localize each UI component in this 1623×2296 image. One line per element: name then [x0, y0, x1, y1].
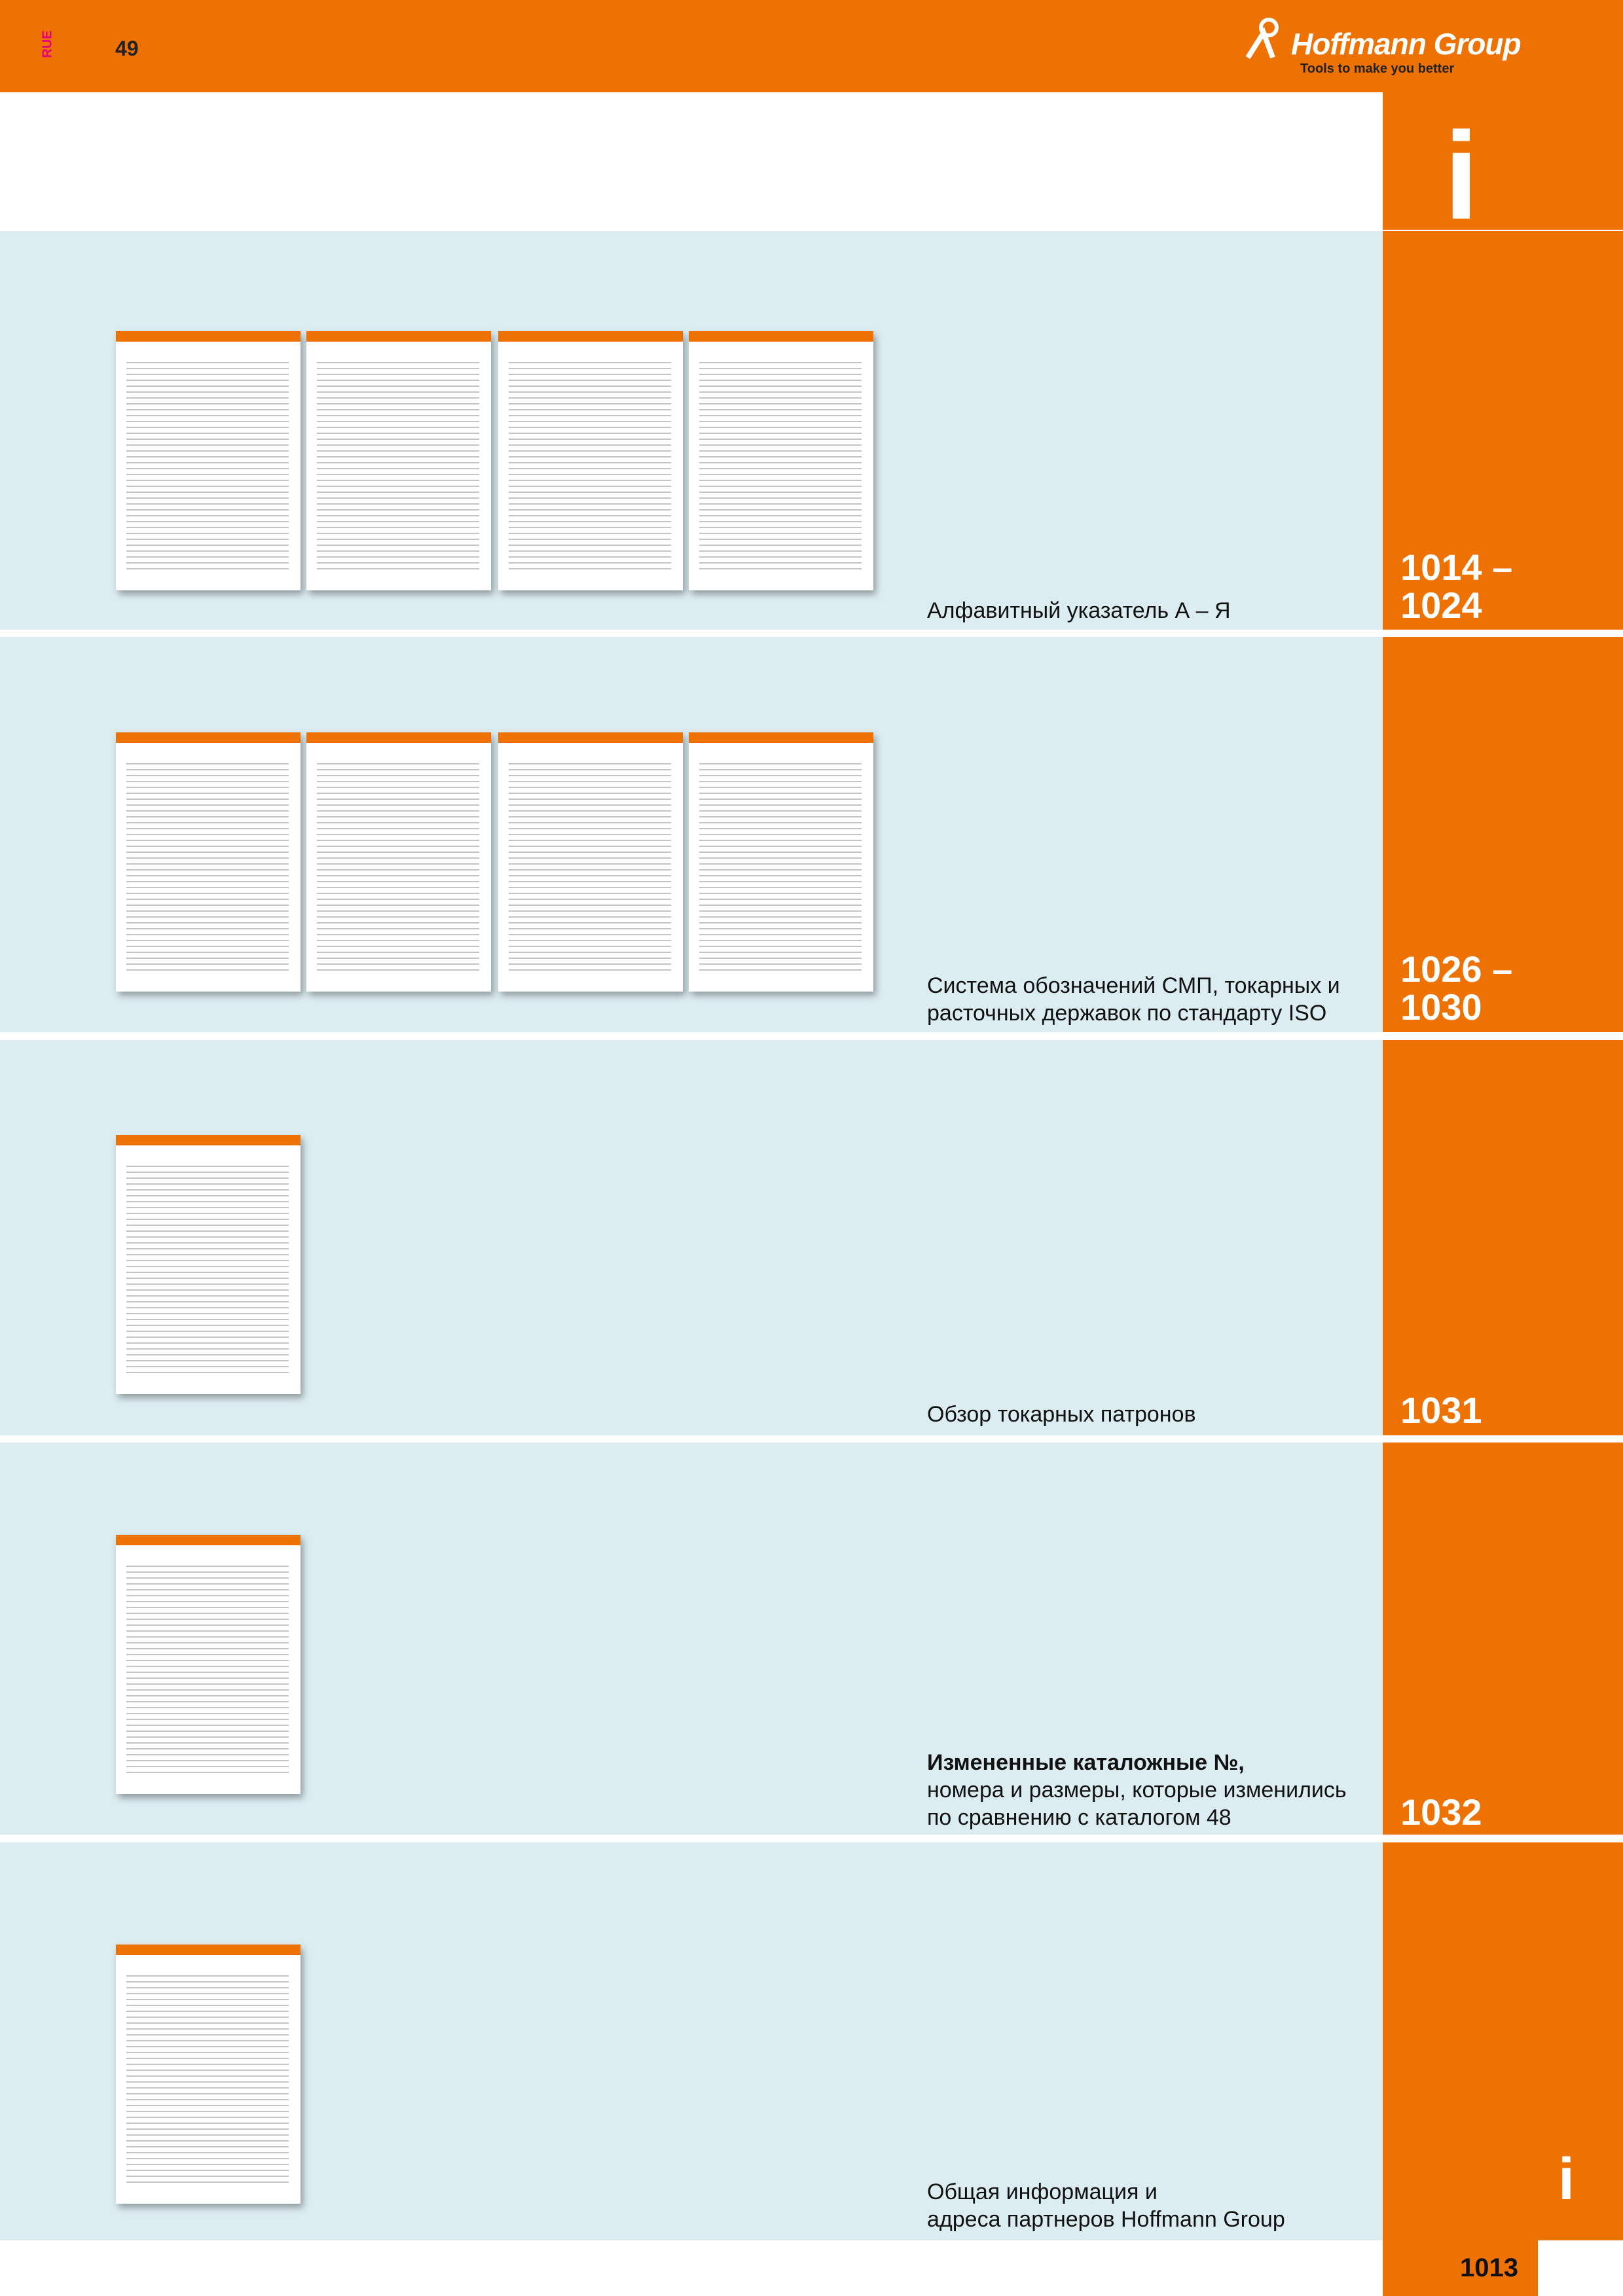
tagline: Tools to make you better — [1300, 62, 1455, 76]
tab-icon: i — [1444, 107, 1479, 245]
page-thumbnail — [498, 732, 683, 992]
tab — [1383, 1842, 1623, 2240]
tab — [1383, 231, 1623, 630]
section-heading: Измененные каталожные №, — [927, 1750, 1245, 1775]
page-ref: 1032 — [1400, 1791, 1482, 1833]
brand: Hoffmann Group — [1291, 27, 1522, 61]
page-thumbnail — [498, 331, 683, 590]
page-ref: 1014 – — [1400, 547, 1513, 588]
footer: 1013 — [1383, 2240, 1538, 2296]
page-range: i — [1558, 2147, 1575, 2212]
page-range: 1026 –1030 — [1400, 950, 1512, 1026]
page-thumbnail — [689, 331, 873, 590]
title-line: Общая информация и — [927, 2179, 1158, 2204]
page-number: 1013 — [1460, 2253, 1518, 2282]
section-title: Измененные каталожные №, номера и размеры… — [927, 1749, 1347, 1831]
page-range: 1014 –1024 — [1400, 548, 1512, 624]
page-thumbnail — [116, 1945, 301, 2204]
page-thumbnail — [116, 1135, 301, 1394]
section-title: Обзор токарных патронов — [927, 1401, 1196, 1428]
section-title: Общая информация и адреса партнеров Hoffm… — [927, 2178, 1285, 2233]
tab — [1383, 1443, 1623, 1835]
page-ref: 1031 — [1400, 1390, 1482, 1431]
catalog-number: 49 — [115, 37, 139, 60]
page-range: 1032 — [1400, 1793, 1482, 1831]
title-line: по сравнению с каталогом 48 — [927, 1805, 1231, 1830]
page-ref: i — [1558, 2147, 1575, 2212]
page-thumbnail — [306, 331, 491, 590]
top-bar — [0, 0, 1623, 92]
page-thumbnail — [306, 732, 491, 992]
page-thumbnail — [116, 1535, 301, 1794]
page-ref: 1024 — [1400, 584, 1482, 626]
title-line: расточных державок по стандарту ISO — [927, 1001, 1327, 1026]
title-line: Система обозначений СМП, токарных и — [927, 973, 1340, 998]
page-ref: 1030 — [1400, 986, 1482, 1028]
tab — [1383, 1040, 1623, 1435]
title-line: адреса партнеров Hoffmann Group — [927, 2207, 1285, 2232]
page-thumbnail — [116, 732, 301, 992]
logo-icon — [1245, 18, 1279, 60]
title-line: Алфавитный указатель А – Я — [927, 598, 1231, 623]
title-line: номера и размеры, которые изменились — [927, 1778, 1347, 1803]
section-title: Алфавитный указатель А – Я — [927, 597, 1231, 624]
page-thumbnail — [116, 331, 301, 590]
title-line: Обзор токарных патронов — [927, 1402, 1196, 1427]
tab — [1383, 637, 1623, 1032]
tab — [1383, 92, 1623, 230]
page-ref: 1026 – — [1400, 948, 1513, 990]
section-code: RUE — [40, 30, 55, 58]
page-thumbnail — [689, 732, 873, 992]
page-range: 1031 — [1400, 1391, 1482, 1429]
section-title: Система обозначений СМП, токарных и расто… — [927, 972, 1340, 1027]
